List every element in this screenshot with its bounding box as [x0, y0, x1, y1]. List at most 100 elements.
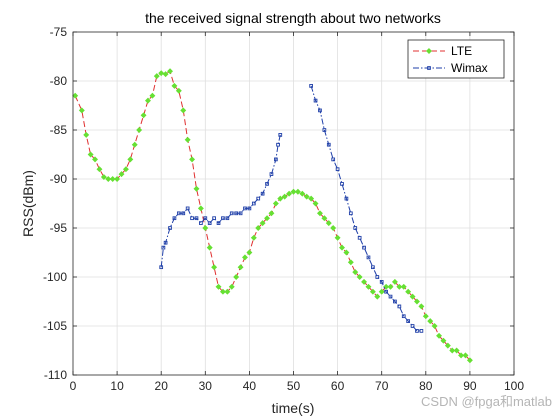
x-tick-label: 50 — [287, 379, 301, 393]
data-point-lte — [184, 136, 191, 143]
data-point-wimax — [278, 133, 283, 137]
x-tick-label: 60 — [331, 379, 345, 393]
data-point-lte — [436, 332, 442, 339]
data-point-lte — [189, 156, 196, 163]
data-point-lte — [180, 107, 187, 114]
data-point-wimax — [225, 216, 230, 221]
data-point-wimax — [366, 255, 371, 260]
data-point-lte — [215, 283, 222, 290]
data-point-wimax — [260, 191, 265, 196]
data-point-lte — [365, 283, 372, 290]
data-point-lte — [444, 342, 451, 349]
data-point-lte — [171, 82, 178, 89]
data-point-lte — [237, 264, 244, 271]
data-point-lte — [418, 303, 425, 310]
data-point-lte — [400, 283, 407, 290]
data-point-lte — [431, 323, 438, 329]
data-point-lte — [387, 283, 394, 290]
series-lte — [72, 68, 473, 364]
data-point-lte — [219, 288, 226, 295]
data-point-lte — [153, 73, 160, 80]
data-point-lte — [109, 176, 116, 182]
data-point-wimax — [185, 206, 190, 211]
data-point-lte — [114, 176, 121, 182]
data-point-lte — [131, 141, 138, 148]
data-point-lte — [167, 68, 173, 75]
data-point-lte — [87, 151, 94, 158]
legend-label-lte: LTE — [451, 44, 472, 58]
data-point-wimax — [401, 314, 406, 319]
data-point-lte — [122, 166, 129, 173]
axis-ticks: 0 10 20 30 40 50 60 70 80 90 100 -75 -80 -85 -90 -95 -10… — [43, 25, 524, 393]
data-point-lte — [255, 225, 262, 231]
legend-label-wimax: Wimax — [451, 61, 488, 75]
x-tick-label: 0 — [70, 379, 77, 393]
data-point-lte — [149, 92, 156, 99]
data-point-lte — [105, 176, 112, 182]
x-tick-label: 40 — [243, 379, 257, 393]
data-point-lte — [140, 112, 147, 119]
data-point-lte — [228, 283, 235, 290]
data-point-lte — [127, 156, 134, 163]
data-point-wimax — [331, 157, 336, 162]
data-point-wimax — [322, 128, 327, 132]
data-point-lte — [440, 337, 447, 344]
data-point-lte — [308, 195, 315, 202]
data-point-lte — [325, 220, 332, 227]
data-point-wimax — [313, 98, 318, 103]
data-point-wimax — [176, 211, 181, 216]
y-tick-label: -75 — [50, 25, 68, 39]
series-line-wimax — [310, 85, 422, 332]
data-point-lte — [391, 278, 398, 285]
data-point-wimax — [326, 142, 331, 147]
data-point-wimax — [384, 289, 388, 294]
data-point-lte — [334, 234, 341, 241]
data-point-wimax — [168, 226, 172, 230]
data-point-wimax — [221, 216, 225, 221]
data-point-lte — [242, 254, 248, 261]
data-point-wimax — [194, 216, 199, 221]
data-point-wimax — [234, 211, 239, 216]
legend-marker-wimax — [427, 66, 431, 70]
data-point-wimax — [318, 108, 322, 113]
data-point-wimax — [393, 299, 397, 304]
data-point-wimax — [159, 265, 164, 270]
data-point-lte — [369, 288, 376, 295]
x-tick-label: 80 — [419, 379, 433, 393]
x-tick-label: 90 — [463, 379, 477, 393]
data-point-lte — [422, 313, 429, 320]
data-point-wimax — [203, 216, 208, 221]
data-point-lte — [246, 249, 253, 256]
series-wimax — [159, 84, 424, 333]
data-point-lte — [72, 92, 79, 99]
data-point-lte — [466, 357, 473, 364]
data-point-lte — [233, 274, 240, 280]
data-point-lte — [427, 318, 434, 325]
data-point-lte — [449, 347, 456, 354]
data-point-lte — [92, 156, 99, 163]
data-point-wimax — [216, 221, 221, 225]
data-point-lte — [118, 171, 125, 178]
data-point-lte — [374, 293, 381, 300]
data-point-lte — [453, 347, 460, 354]
x-tick-label: 10 — [110, 379, 124, 393]
y-tick-label: -85 — [50, 123, 68, 137]
data-point-lte — [197, 205, 204, 212]
data-point-wimax — [163, 240, 168, 245]
data-point-wimax — [265, 182, 269, 186]
data-point-wimax — [269, 172, 274, 176]
data-point-wimax — [251, 201, 256, 206]
data-point-lte — [299, 190, 306, 197]
data-point-lte — [339, 244, 345, 251]
data-point-wimax — [362, 245, 366, 250]
data-point-lte — [96, 166, 103, 173]
y-tick-label: -110 — [44, 368, 67, 382]
data-point-lte — [158, 70, 165, 77]
x-axis-label: time(s) — [272, 400, 315, 416]
data-point-wimax — [161, 245, 166, 250]
data-point-lte — [100, 174, 107, 181]
data-point-wimax — [371, 265, 375, 270]
data-point-lte — [202, 225, 209, 231]
data-point-wimax — [190, 216, 194, 221]
